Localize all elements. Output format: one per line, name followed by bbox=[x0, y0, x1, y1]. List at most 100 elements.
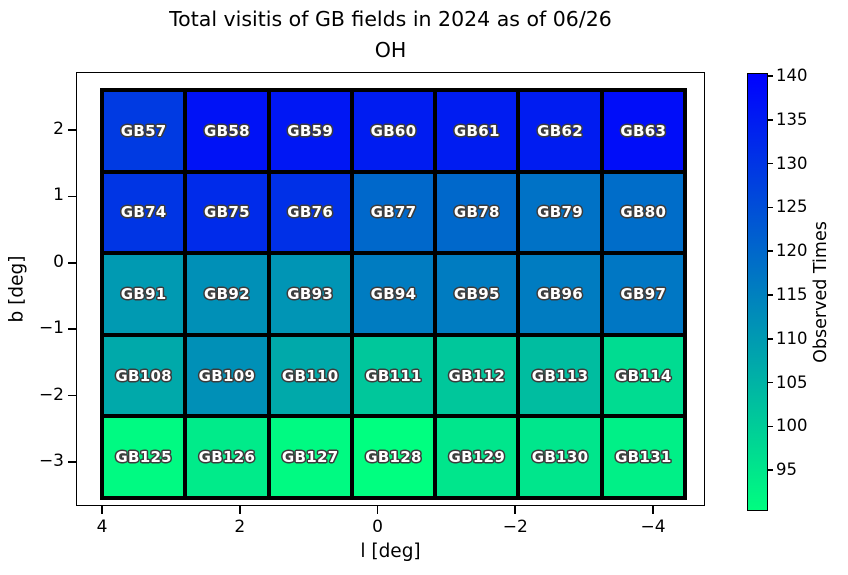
heatmap-cell-GB74: GB74 bbox=[102, 171, 186, 254]
heatmap-cell-GB130: GB130 bbox=[518, 416, 602, 498]
y-tick-mark bbox=[68, 394, 76, 397]
field-label: GB110 bbox=[281, 366, 339, 385]
y-tick-mark bbox=[68, 461, 76, 463]
heatmap-cell-GB131: GB131 bbox=[601, 416, 685, 498]
colorbar-tick-label: 120 bbox=[776, 241, 808, 261]
heatmap-cell-GB62: GB62 bbox=[518, 90, 602, 172]
x-tick-mark bbox=[101, 506, 103, 514]
y-axis-label: b [deg] bbox=[6, 255, 28, 323]
heatmap-cell-GB78: GB78 bbox=[435, 171, 519, 254]
colorbar-tick-mark bbox=[768, 206, 773, 209]
y-tick-mark bbox=[68, 195, 76, 198]
field-label: GB94 bbox=[370, 284, 417, 303]
heatmap-cell-GB91: GB91 bbox=[102, 253, 186, 335]
colorbar-tick-mark bbox=[768, 469, 773, 471]
heatmap-cell-GB129: GB129 bbox=[435, 416, 519, 498]
heatmap-grid: GB57 GB58 GB59 GB60 GB61 GB62 GB63 GB74 GB75 GB76… bbox=[100, 88, 687, 500]
y-tick-label: −3 bbox=[38, 451, 64, 471]
field-label: GB111 bbox=[365, 366, 422, 385]
y-tick-label: −2 bbox=[38, 384, 64, 405]
heatmap-cell-GB114: GB114 bbox=[601, 334, 685, 417]
colorbar-tick-label: 125 bbox=[776, 197, 808, 217]
field-label: GB62 bbox=[537, 121, 583, 140]
heatmap-cell-GB80: GB80 bbox=[601, 171, 685, 254]
field-label: GB58 bbox=[204, 121, 250, 140]
heatmap-cell-GB111: GB111 bbox=[351, 334, 436, 417]
field-label: GB80 bbox=[620, 203, 667, 222]
colorbar-tick-label: 100 bbox=[776, 416, 808, 436]
heatmap-cell-GB125: GB125 bbox=[102, 416, 186, 498]
field-label: GB112 bbox=[448, 366, 506, 385]
colorbar-tick-label: 140 bbox=[776, 65, 808, 85]
field-label: GB95 bbox=[453, 284, 500, 303]
field-label: GB108 bbox=[115, 366, 172, 385]
colorbar-tick-label: 135 bbox=[776, 109, 808, 129]
colorbar-tick-label: 95 bbox=[776, 460, 797, 480]
field-label: GB127 bbox=[281, 448, 339, 467]
chart-title-line1: Total visitis of GB fields in 2024 as of… bbox=[169, 7, 612, 31]
colorbar-tick-mark bbox=[768, 162, 773, 165]
field-label: GB128 bbox=[365, 448, 422, 467]
x-tick-mark bbox=[652, 506, 654, 514]
x-tick-mark bbox=[514, 506, 517, 514]
field-label: GB74 bbox=[120, 203, 167, 222]
field-label: GB75 bbox=[204, 203, 250, 222]
colorbar-tick-mark bbox=[768, 381, 773, 384]
field-label: GB63 bbox=[620, 121, 667, 140]
heatmap-cell-GB94: GB94 bbox=[351, 253, 436, 335]
colorbar-tick-mark bbox=[768, 337, 773, 340]
y-tick-label: 0 bbox=[53, 251, 64, 272]
field-label: GB91 bbox=[120, 284, 167, 303]
field-label: GB131 bbox=[615, 448, 672, 467]
field-label: GB92 bbox=[204, 284, 250, 303]
heatmap-cell-GB58: GB58 bbox=[185, 90, 269, 172]
heatmap-cell-GB110: GB110 bbox=[268, 334, 352, 417]
heatmap-cell-GB92: GB92 bbox=[185, 253, 269, 335]
field-label: GB125 bbox=[115, 448, 172, 467]
y-tick-label: −1 bbox=[38, 318, 64, 339]
field-label: GB97 bbox=[620, 284, 667, 303]
colorbar-tick-label: 115 bbox=[776, 284, 808, 304]
x-tick-mark bbox=[376, 506, 379, 514]
field-label: GB60 bbox=[370, 121, 417, 140]
y-tick-mark bbox=[68, 129, 76, 131]
x-axis-label: l [deg] bbox=[360, 541, 421, 562]
colorbar-tick-label: 110 bbox=[776, 328, 808, 348]
x-tick-label: 4 bbox=[96, 517, 108, 537]
colorbar bbox=[747, 73, 768, 511]
field-label: GB113 bbox=[531, 366, 589, 385]
heatmap-cell-GB127: GB127 bbox=[268, 416, 352, 498]
heatmap-cell-GB112: GB112 bbox=[435, 334, 519, 417]
x-tick-label: −2 bbox=[502, 517, 528, 537]
heatmap-cell-GB60: GB60 bbox=[351, 90, 436, 172]
colorbar-tick-mark bbox=[768, 250, 773, 252]
colorbar-tick-mark bbox=[768, 294, 773, 296]
heatmap-cell-GB128: GB128 bbox=[351, 416, 436, 498]
heatmap-cell-GB96: GB96 bbox=[518, 253, 602, 335]
field-label: GB130 bbox=[531, 448, 589, 467]
heatmap-cell-GB126: GB126 bbox=[185, 416, 269, 498]
field-label: GB129 bbox=[448, 448, 506, 467]
heatmap-cell-GB63: GB63 bbox=[601, 90, 685, 172]
colorbar-label: Observed Times bbox=[811, 221, 831, 363]
chart-title-line2: OH bbox=[374, 38, 407, 62]
x-tick-label: 2 bbox=[234, 517, 246, 537]
field-label: GB79 bbox=[537, 203, 583, 222]
field-label: GB76 bbox=[287, 203, 334, 222]
field-label: GB77 bbox=[370, 203, 417, 222]
field-label: GB61 bbox=[453, 121, 500, 140]
field-label: GB59 bbox=[287, 121, 334, 140]
y-tick-label: 2 bbox=[53, 119, 64, 139]
heatmap-cell-GB95: GB95 bbox=[435, 253, 519, 335]
x-tick-label: 0 bbox=[372, 517, 383, 537]
field-label: GB126 bbox=[198, 448, 256, 467]
colorbar-tick-label: 130 bbox=[776, 153, 808, 173]
field-label: GB114 bbox=[615, 366, 672, 385]
field-label: GB57 bbox=[120, 121, 167, 140]
heatmap-cell-GB97: GB97 bbox=[601, 253, 685, 335]
heatmap-cell-GB93: GB93 bbox=[268, 253, 352, 335]
chart-title: Total visitis of GB fields in 2024 as of… bbox=[76, 4, 705, 66]
y-tick-mark bbox=[68, 262, 76, 264]
field-label: GB96 bbox=[537, 284, 583, 303]
colorbar-tick-mark bbox=[768, 75, 773, 77]
